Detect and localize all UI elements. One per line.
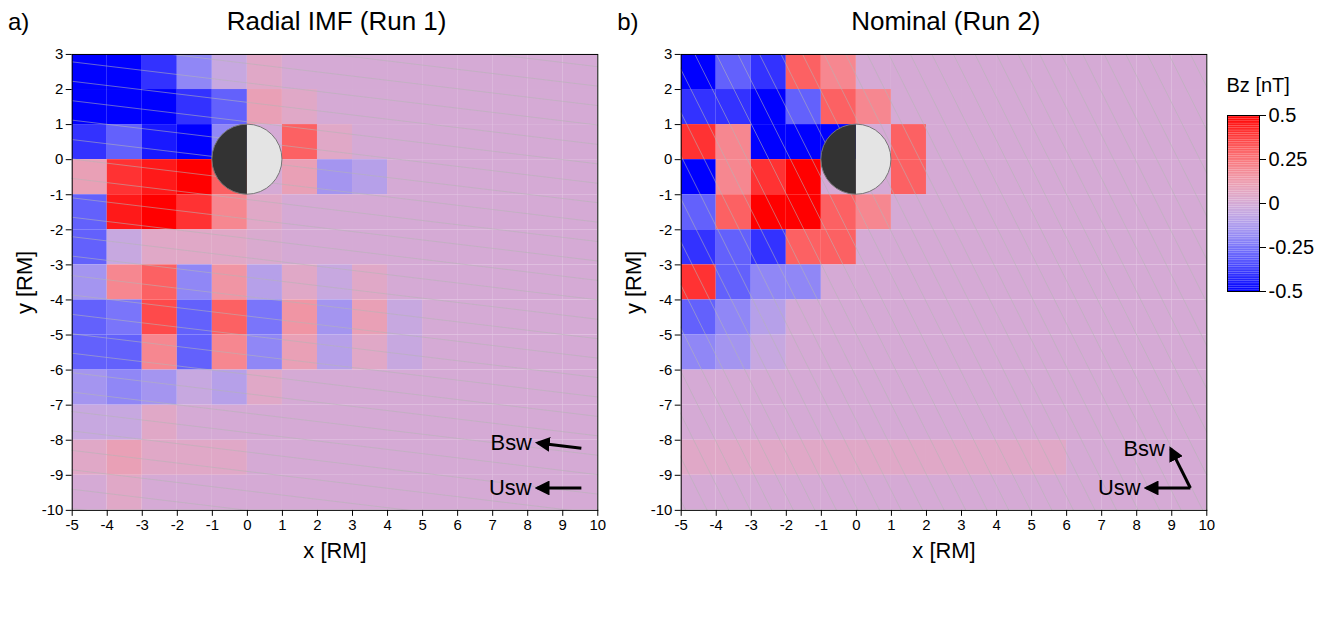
svg-text:6: 6 <box>453 516 461 533</box>
svg-text:-4: -4 <box>50 291 63 308</box>
svg-text:Bsw: Bsw <box>491 430 533 455</box>
svg-text:4: 4 <box>993 516 1001 533</box>
svg-text:0.5: 0.5 <box>1268 104 1296 126</box>
svg-text:7: 7 <box>1098 516 1106 533</box>
svg-text:-5: -5 <box>659 326 672 343</box>
svg-text:-1: -1 <box>206 516 219 533</box>
svg-text:-8: -8 <box>659 431 672 448</box>
svg-text:2: 2 <box>55 80 63 97</box>
svg-text:0.25: 0.25 <box>1268 148 1307 170</box>
svg-text:-0.5: -0.5 <box>1268 280 1302 302</box>
svg-text:0: 0 <box>55 150 63 167</box>
svg-text:10: 10 <box>1199 516 1216 533</box>
svg-text:1: 1 <box>664 115 672 132</box>
svg-text:1: 1 <box>55 115 63 132</box>
svg-text:-10: -10 <box>651 501 673 518</box>
html-text:b): b) <box>617 8 639 35</box>
svg-text:5: 5 <box>418 516 426 533</box>
svg-text:2: 2 <box>923 516 931 533</box>
svg-text:4: 4 <box>383 516 391 533</box>
svg-text:8: 8 <box>1133 516 1141 533</box>
svg-text:-6: -6 <box>50 361 63 378</box>
svg-text:2: 2 <box>313 516 321 533</box>
svg-text:1: 1 <box>278 516 286 533</box>
svg-text:-7: -7 <box>50 396 63 413</box>
svg-text:-2: -2 <box>780 516 793 533</box>
svg-text:-4: -4 <box>710 516 723 533</box>
svg-text:9: 9 <box>559 516 567 533</box>
svg-text:8: 8 <box>524 516 532 533</box>
svg-text:-1: -1 <box>815 516 828 533</box>
html-text:Radial IMF (Run 1): Radial IMF (Run 1) <box>226 6 447 36</box>
svg-text:x [RM]: x [RM] <box>303 538 366 563</box>
svg-text:3: 3 <box>664 45 672 62</box>
svg-text:0: 0 <box>852 516 860 533</box>
svg-text:-7: -7 <box>659 396 672 413</box>
svg-text:0: 0 <box>1268 192 1279 214</box>
svg-text:0: 0 <box>243 516 251 533</box>
svg-text:-3: -3 <box>136 516 149 533</box>
svg-text:-4: -4 <box>659 291 672 308</box>
svg-text:10: 10 <box>589 516 606 533</box>
svg-text:x [RM]: x [RM] <box>913 538 976 563</box>
svg-text:7: 7 <box>489 516 497 533</box>
svg-text:5: 5 <box>1028 516 1036 533</box>
svg-text:Bsw: Bsw <box>1124 436 1166 461</box>
svg-text:3: 3 <box>55 45 63 62</box>
html-text:Nominal (Run 2): Nominal (Run 2) <box>851 6 1041 36</box>
svg-text:0: 0 <box>664 150 672 167</box>
svg-text:Usw: Usw <box>489 475 532 500</box>
svg-text:9: 9 <box>1168 516 1176 533</box>
svg-text:-2: -2 <box>50 221 63 238</box>
svg-text:3: 3 <box>958 516 966 533</box>
svg-text:-5: -5 <box>675 516 688 533</box>
svg-text:-3: -3 <box>50 256 63 273</box>
svg-text:1: 1 <box>888 516 896 533</box>
svg-text:y [RM]: y [RM] <box>621 251 646 314</box>
svg-text:-5: -5 <box>50 326 63 343</box>
html-text:Bz [nT]: Bz [nT] <box>1226 74 1290 96</box>
svg-text:-1: -1 <box>659 186 672 203</box>
svg-text:-6: -6 <box>659 361 672 378</box>
svg-text:-3: -3 <box>745 516 758 533</box>
svg-text:6: 6 <box>1063 516 1071 533</box>
svg-text:-3: -3 <box>659 256 672 273</box>
svg-text:-2: -2 <box>171 516 184 533</box>
svg-text:Usw: Usw <box>1098 475 1141 500</box>
svg-text:3: 3 <box>348 516 356 533</box>
svg-text:-8: -8 <box>50 431 63 448</box>
html-text:a): a) <box>8 8 30 35</box>
svg-text:-10: -10 <box>42 501 64 518</box>
svg-text:-1: -1 <box>50 186 63 203</box>
svg-text:-5: -5 <box>66 516 79 533</box>
svg-text:2: 2 <box>664 80 672 97</box>
svg-text:-9: -9 <box>659 466 672 483</box>
svg-text:y [RM]: y [RM] <box>12 251 37 314</box>
svg-text:-0.25: -0.25 <box>1268 236 1314 258</box>
svg-text:-2: -2 <box>659 221 672 238</box>
svg-text:-4: -4 <box>101 516 114 533</box>
svg-text:-9: -9 <box>50 466 63 483</box>
